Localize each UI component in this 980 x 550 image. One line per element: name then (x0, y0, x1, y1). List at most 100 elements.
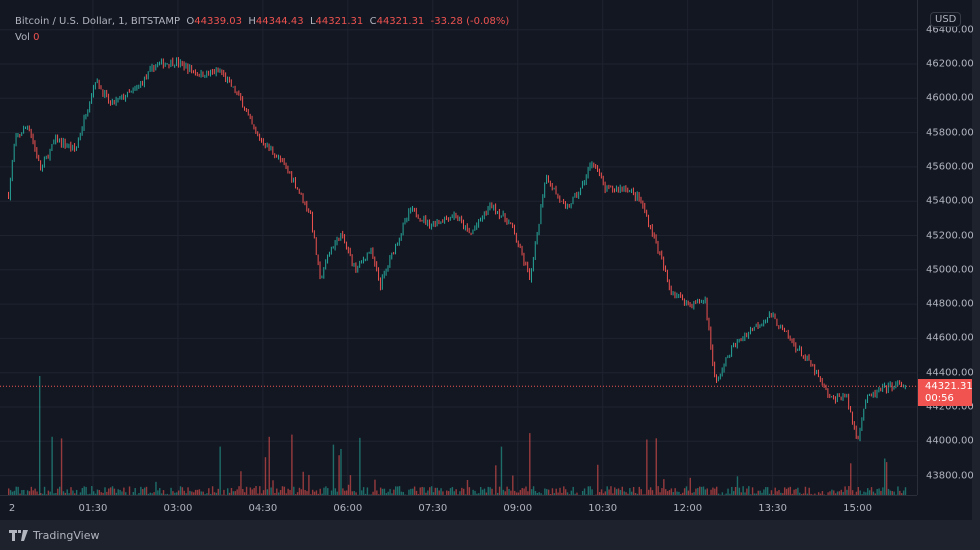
volume-bar (478, 493, 480, 495)
volume-bar (285, 493, 287, 495)
volume-bar (530, 489, 533, 495)
volume-bar (568, 494, 571, 495)
time-axis[interactable]: 2 01:30 03:00 04:30 06:00 07:30 09:00 10:30 12:0… (0, 495, 917, 520)
volume-bar (106, 491, 108, 495)
volume-bar (785, 488, 788, 495)
volume-bar (338, 455, 340, 495)
volume-bar (646, 439, 648, 495)
volume-bar (699, 486, 701, 495)
volume-bar (123, 487, 125, 495)
open-label: O (186, 16, 195, 27)
volume-bar (672, 492, 674, 495)
volume-bar (157, 490, 159, 495)
volume-bar (438, 490, 440, 495)
volume-bar (689, 477, 691, 495)
volume-bar (563, 486, 565, 495)
volume-bar (347, 484, 350, 495)
volume-bar (544, 488, 546, 495)
volume-bar (782, 493, 784, 495)
price-axis[interactable]: 46400.00 46200.00 46000.00 45800.00 45600.00… (917, 0, 974, 495)
volume-bar (40, 493, 42, 495)
volume-bar (85, 486, 87, 495)
volume-bar (744, 492, 746, 495)
price-chart[interactable] (0, 0, 917, 495)
volume-bar (655, 438, 657, 495)
volume-bar (867, 488, 869, 495)
volume-bar (361, 490, 363, 495)
volume-bar (566, 492, 569, 495)
price-tick: 44000.00 (926, 435, 974, 447)
volume-bar (215, 492, 218, 495)
volume-bar (41, 493, 44, 495)
volume-bar (876, 489, 878, 495)
volume-bar (700, 486, 703, 495)
volume-bar (87, 494, 89, 495)
volume-bar (43, 486, 46, 495)
volume-bar (355, 492, 357, 495)
volume-bar (294, 494, 297, 495)
volume-bar (502, 489, 505, 495)
volume-bar (797, 487, 799, 495)
volume-bar (604, 491, 607, 495)
volume-bar (429, 487, 431, 495)
volume-bar (334, 488, 337, 495)
symbol-title[interactable]: Bitcoin / U.S. Dollar, 1, BITSTAMP (15, 16, 181, 27)
volume-bar (687, 490, 690, 495)
volume-bar (551, 488, 554, 495)
price-tick: 44400.00 (926, 367, 974, 379)
volume-bar (608, 489, 610, 495)
volume-bar (638, 486, 640, 495)
volume-bar (880, 490, 882, 495)
currency-button[interactable]: USD (930, 12, 962, 27)
volume-bar (506, 486, 508, 495)
volume-bar (189, 490, 191, 495)
volume-bar (174, 492, 176, 495)
volume-bar (529, 433, 531, 495)
volume-bar (651, 490, 654, 495)
volume-bar (833, 490, 835, 495)
volume-bar (512, 475, 514, 495)
volume-bar (181, 487, 184, 495)
last-price: 44321.31 (925, 381, 973, 392)
volume-bar (370, 494, 372, 495)
volume-bar (589, 486, 591, 495)
tradingview-logo[interactable]: TradingView (9, 529, 99, 542)
volume-bar (834, 493, 837, 495)
volume-bar (757, 490, 759, 495)
volume-bar (108, 488, 110, 495)
volume-bar (330, 490, 333, 495)
volume-bar (649, 487, 652, 495)
volume-bar (21, 489, 23, 495)
volume-bar (878, 488, 880, 495)
close-label: C (369, 16, 377, 27)
volume-bar (342, 488, 344, 495)
volume-bar (844, 486, 846, 495)
volume-bar (234, 491, 236, 495)
volume-bar (540, 493, 542, 495)
volume-bar (789, 486, 792, 495)
volume-bar (732, 491, 735, 495)
volume-bar (308, 474, 310, 495)
volume-bar (751, 487, 754, 495)
price-tick: 45600.00 (926, 161, 974, 173)
price-tick: 43800.00 (926, 470, 974, 482)
volume-bar (279, 490, 282, 495)
volume-bar (191, 491, 193, 495)
volume-bar (402, 491, 404, 495)
volume-bar (442, 491, 444, 495)
volume-bar (598, 492, 601, 495)
volume-bar (427, 490, 429, 495)
volume-bar (417, 494, 420, 495)
volume-bar (366, 487, 369, 495)
volume-bar (423, 487, 425, 495)
volume-bar (432, 492, 435, 495)
volume-bar (474, 490, 476, 495)
volume-bar (359, 437, 361, 495)
volume-bar (532, 486, 535, 495)
volume-bar (685, 486, 688, 495)
volume-bar (81, 488, 84, 495)
volume-bar (519, 489, 522, 495)
volume-bar (872, 491, 875, 495)
volume-bar (787, 487, 790, 495)
chart-panel[interactable]: 46400.00 46200.00 46000.00 45800.00 45600.00… (0, 0, 974, 520)
